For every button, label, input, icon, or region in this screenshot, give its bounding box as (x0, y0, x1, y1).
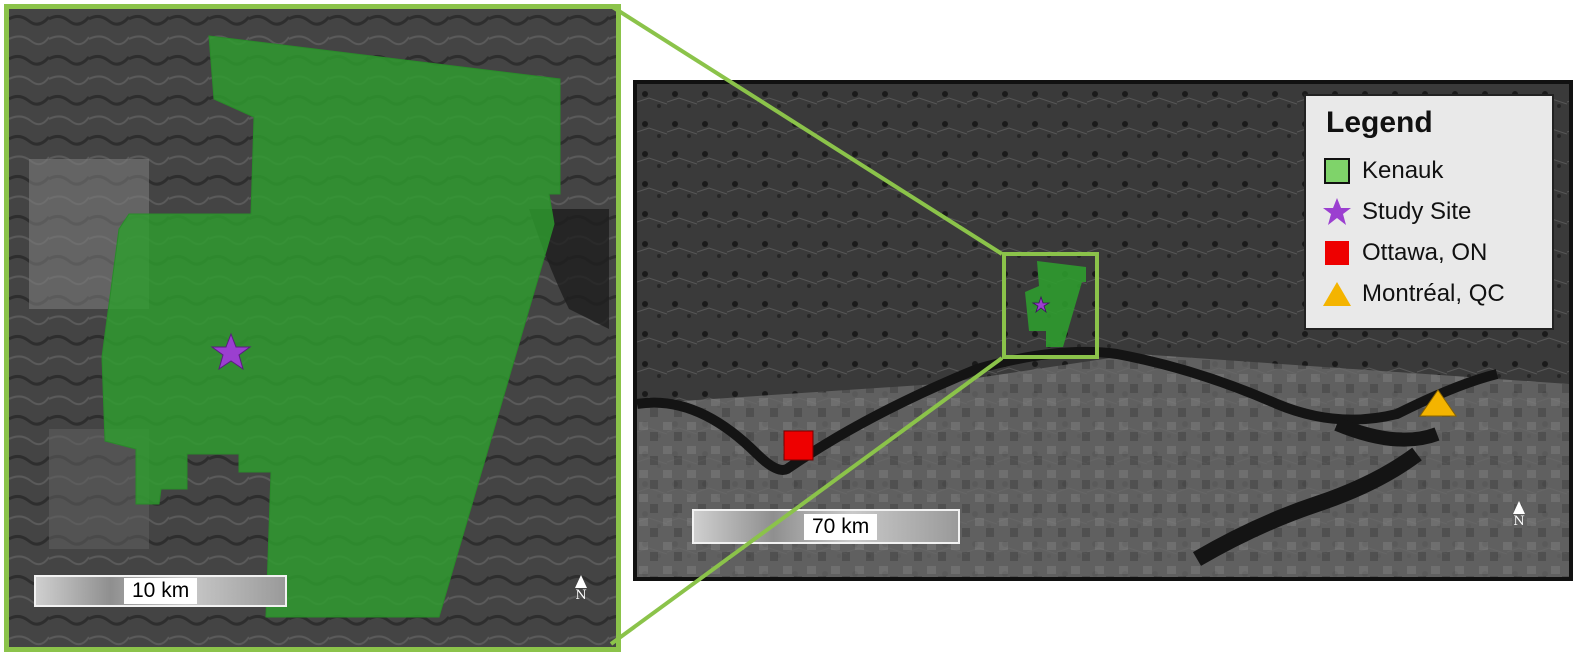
purple-star-icon (1322, 197, 1352, 227)
legend: Legend Kenauk Study Site Ottawa, ON Mont… (1304, 94, 1554, 330)
overview-map: 70 km N Legend Kenauk Study Site Ottawa,… (633, 80, 1573, 581)
legend-item-study-site: Study Site (1322, 195, 1471, 229)
north-arrow-icon (1513, 501, 1525, 514)
legend-item-ottawa: Ottawa, ON (1322, 236, 1487, 270)
legend-label: Ottawa, ON (1362, 239, 1488, 266)
legend-item-kenauk: Kenauk (1322, 154, 1443, 188)
montreal-marker (1419, 389, 1457, 417)
legend-label: Montréal, QC (1362, 280, 1505, 307)
study-site-star-small (1031, 295, 1051, 314)
inset-scale-bar: 10 km (34, 575, 287, 607)
legend-item-montreal: Montréal, QC (1322, 277, 1505, 311)
green-square-icon (1322, 156, 1352, 186)
orange-triangle-icon (1322, 279, 1352, 309)
study-site-star (210, 332, 252, 371)
overview-satellite-background (637, 84, 1569, 577)
kenauk-boundary-small (1025, 261, 1086, 347)
legend-title: Legend (1326, 106, 1433, 139)
overview-north-arrow: N (1511, 501, 1527, 529)
north-arrow-icon (575, 575, 587, 588)
ottawa-marker (783, 430, 814, 461)
overview-scale-bar: 70 km (692, 509, 960, 544)
inset-satellite-background (9, 9, 616, 647)
inset-north-arrow: N (573, 575, 589, 603)
kenauk-boundary (101, 35, 561, 618)
inset-map: 10 km N (4, 4, 621, 652)
inset-extent-box (1002, 252, 1099, 359)
overview-scale-label: 70 km (804, 514, 878, 540)
legend-label: Kenauk (1362, 157, 1444, 184)
inset-scale-label: 10 km (124, 578, 198, 604)
red-square-icon (1322, 238, 1352, 268)
legend-label: Study Site (1362, 198, 1472, 225)
